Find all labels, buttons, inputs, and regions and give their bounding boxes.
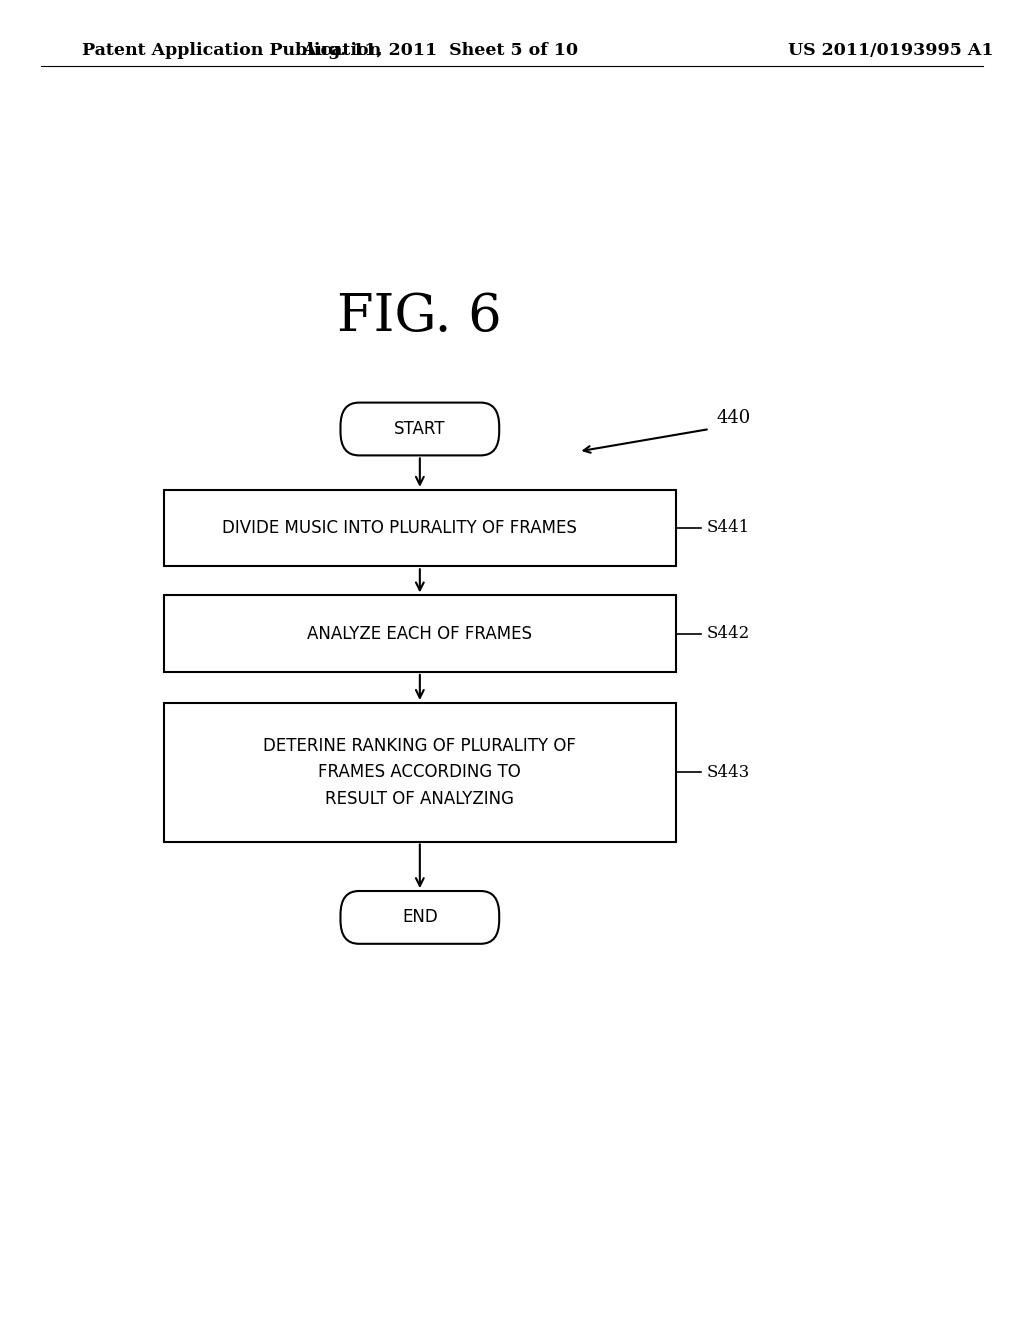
Text: S443: S443 bbox=[707, 764, 750, 780]
Text: ANALYZE EACH OF FRAMES: ANALYZE EACH OF FRAMES bbox=[307, 624, 532, 643]
Text: END: END bbox=[402, 908, 437, 927]
Text: Patent Application Publication: Patent Application Publication bbox=[82, 42, 381, 58]
Text: DETERINE RANKING OF PLURALITY OF
FRAMES ACCORDING TO
RESULT OF ANALYZING: DETERINE RANKING OF PLURALITY OF FRAMES … bbox=[263, 737, 577, 808]
Bar bbox=[164, 704, 676, 842]
FancyBboxPatch shape bbox=[340, 403, 499, 455]
Bar bbox=[164, 490, 676, 566]
Text: S442: S442 bbox=[707, 626, 750, 642]
Text: DIVIDE MUSIC INTO PLURALITY OF FRAMES: DIVIDE MUSIC INTO PLURALITY OF FRAMES bbox=[222, 519, 577, 537]
FancyBboxPatch shape bbox=[340, 891, 499, 944]
Text: FIG. 6: FIG. 6 bbox=[338, 292, 502, 342]
Text: Aug. 11, 2011  Sheet 5 of 10: Aug. 11, 2011 Sheet 5 of 10 bbox=[302, 42, 579, 58]
Text: US 2011/0193995 A1: US 2011/0193995 A1 bbox=[788, 42, 993, 58]
Text: START: START bbox=[394, 420, 445, 438]
Text: 440: 440 bbox=[717, 409, 751, 428]
Text: S441: S441 bbox=[707, 520, 750, 536]
Bar bbox=[164, 595, 676, 672]
